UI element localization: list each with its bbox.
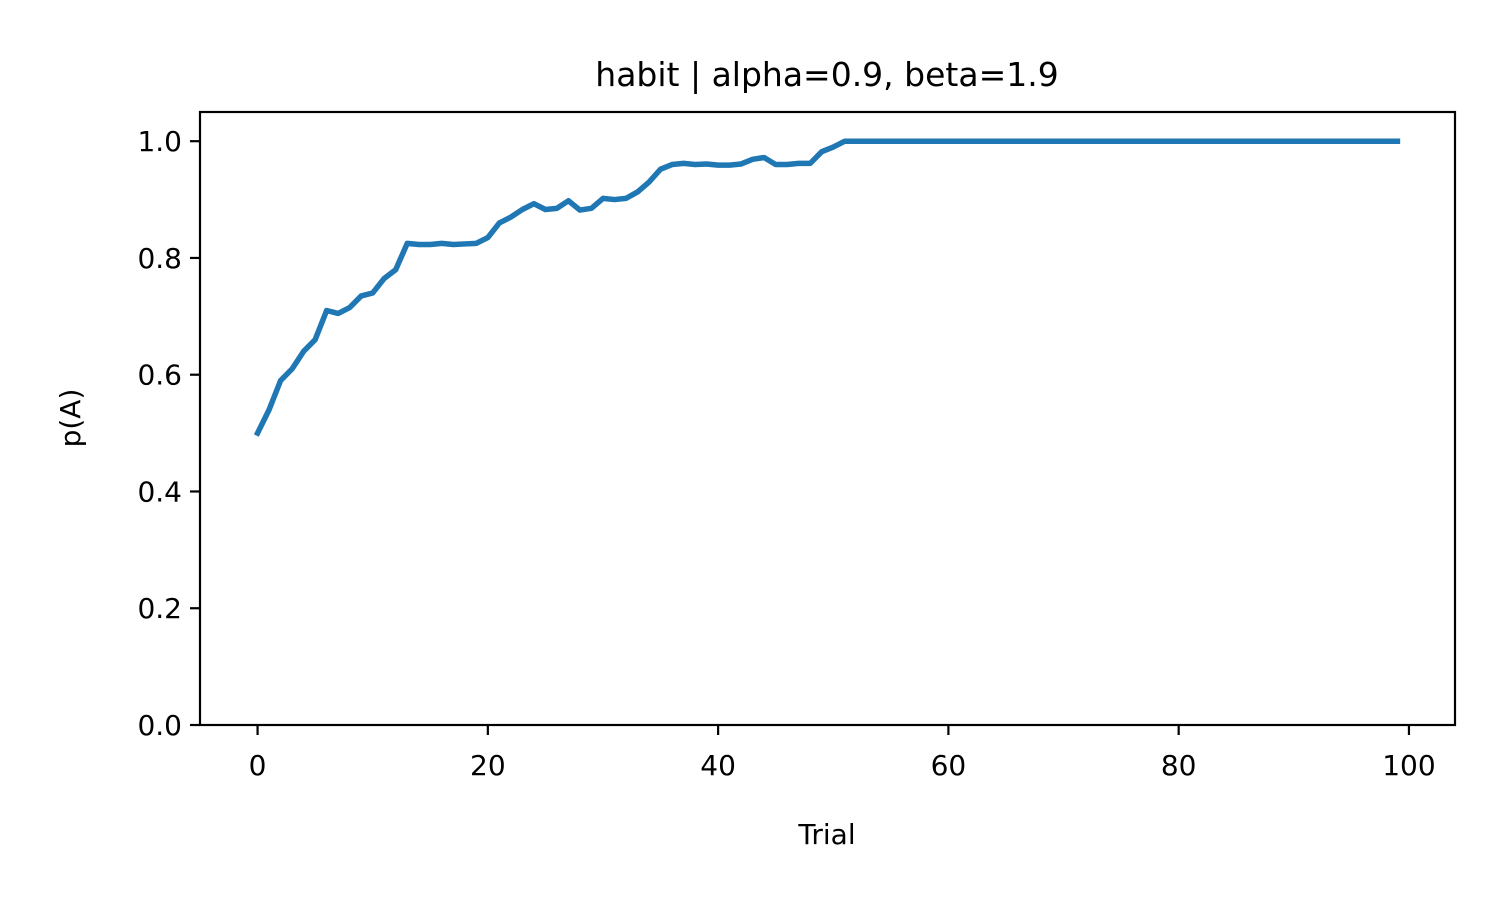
x-tick-label: 80 <box>1161 749 1197 782</box>
x-tick-label: 0 <box>249 749 267 782</box>
x-tick-label: 20 <box>470 749 506 782</box>
series-line-0 <box>253 138 1401 437</box>
y-tick-label: 0.8 <box>137 242 182 275</box>
y-axis-label: p(A) <box>54 389 87 448</box>
plot-frame <box>198 110 1457 727</box>
x-tick-label: 60 <box>931 749 967 782</box>
y-tick-label: 0.6 <box>137 359 182 392</box>
x-tick-label: 100 <box>1382 749 1435 782</box>
plot-area: 0 20 40 60 80 100 0.0 0.2 0.4 0.6 0.8 1.0 <box>137 110 1457 782</box>
x-axis-label: Trial <box>797 818 855 851</box>
y-tick-label: 0.2 <box>137 592 182 625</box>
chart-title: habit | alpha=0.9, beta=1.9 <box>595 55 1058 94</box>
y-tick-label: 1.0 <box>137 125 182 158</box>
y-tick-label: 0.4 <box>137 475 182 508</box>
y-tick-label: 0.0 <box>137 709 182 742</box>
x-tick-label: 40 <box>700 749 736 782</box>
